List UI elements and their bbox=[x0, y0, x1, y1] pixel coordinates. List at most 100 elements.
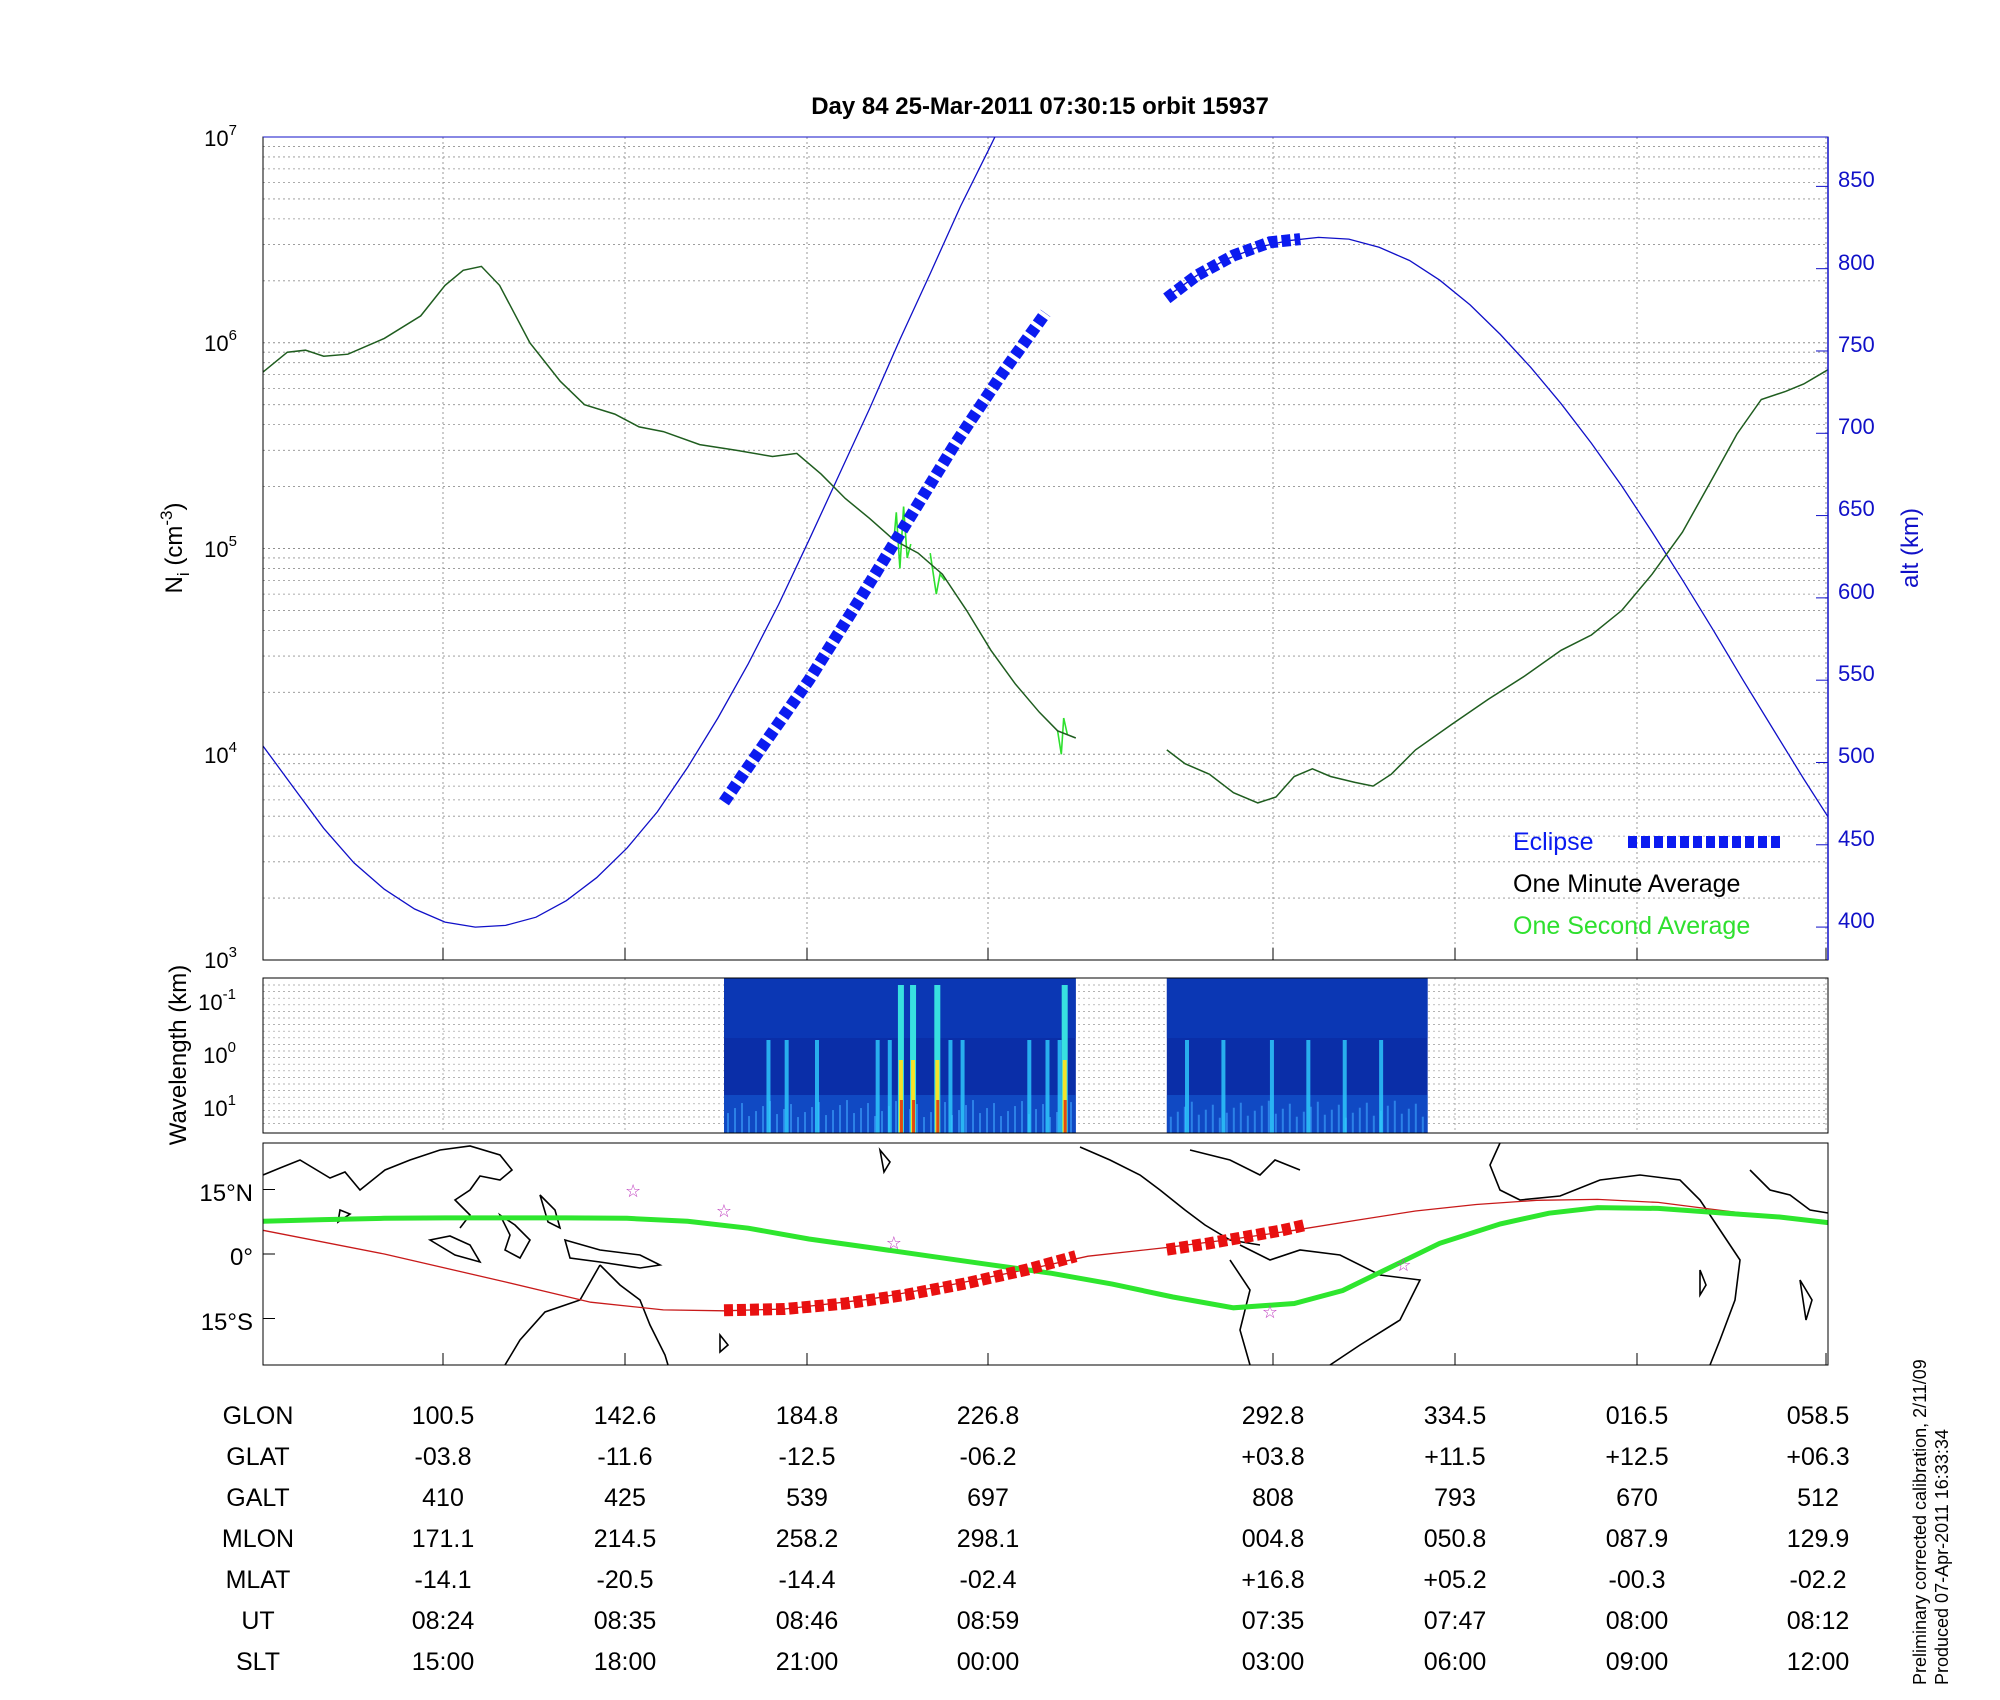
minute-average-line bbox=[1166, 369, 1828, 804]
altitude-tick-label: 700 bbox=[1838, 414, 1875, 439]
table-cell: 09:00 bbox=[1606, 1648, 1669, 1676]
production-note: Produced 07-Apr-2011 16:33:34 bbox=[1932, 1429, 1952, 1685]
altitude-tick-label: 800 bbox=[1838, 250, 1875, 275]
spectrogram-streak bbox=[846, 1100, 849, 1133]
spectrogram-bright-line bbox=[1063, 1100, 1067, 1133]
spectrogram-streak bbox=[1316, 1101, 1319, 1133]
spectrogram-streak bbox=[867, 1103, 870, 1133]
altitude-tick-label: 550 bbox=[1838, 661, 1875, 686]
spectrogram-streak bbox=[1169, 1116, 1172, 1133]
spectrogram-bright-line bbox=[899, 1100, 903, 1133]
table-cell: 058.5 bbox=[1787, 1402, 1850, 1430]
spectrogram-streak bbox=[1302, 1111, 1305, 1133]
wavelength-tick-label: 100 bbox=[203, 1039, 236, 1068]
spectrogram-streak bbox=[1204, 1109, 1207, 1133]
wavelength-axis-label: Wavelength (km) bbox=[165, 965, 192, 1146]
calibration-note: Preliminary corrected calibration, 2/11/… bbox=[1910, 1359, 1930, 1685]
table-cell: 425 bbox=[604, 1484, 646, 1512]
spectrogram-streak bbox=[1197, 1114, 1200, 1133]
table-cell: -06.2 bbox=[960, 1443, 1017, 1471]
spectrogram-streak bbox=[874, 1116, 877, 1133]
table-cell: 793 bbox=[1434, 1484, 1476, 1512]
table-row-label: SLT bbox=[236, 1648, 280, 1676]
table-cell: -20.5 bbox=[597, 1566, 654, 1594]
spectrogram-streak bbox=[948, 1040, 953, 1133]
density-tick-label: 103 bbox=[204, 944, 237, 973]
table-cell: 184.8 bbox=[776, 1402, 839, 1430]
spectrogram-streak bbox=[1246, 1115, 1249, 1133]
table-cell: 07:47 bbox=[1424, 1607, 1487, 1635]
spectrogram-streak bbox=[1021, 1101, 1024, 1133]
density-tick-labels: 103 104 105 106 107 bbox=[204, 122, 237, 973]
spectrogram-bright-line bbox=[1061, 985, 1068, 1133]
ground-track-map: ☆ ☆ ☆ ☆ ☆ 15°N 0° 15°S bbox=[199, 1142, 1829, 1366]
table-cell: 214.5 bbox=[594, 1525, 657, 1553]
map-data: ☆ ☆ ☆ ☆ ☆ bbox=[262, 1181, 1829, 1323]
spectrogram-bright-line bbox=[911, 1060, 916, 1133]
spectrogram-bright-line bbox=[1062, 1060, 1067, 1133]
spectrogram-streak bbox=[766, 1040, 771, 1133]
star-marker: ☆ bbox=[886, 1233, 902, 1254]
altitude-tick-label: 850 bbox=[1838, 167, 1875, 192]
spectrogram-streak bbox=[811, 1107, 814, 1133]
spectrogram-streak bbox=[1281, 1108, 1284, 1133]
spectrogram-streak bbox=[755, 1111, 758, 1133]
table-cell: 334.5 bbox=[1424, 1402, 1487, 1430]
spectrogram-streak bbox=[1042, 1104, 1045, 1133]
table-cell: +11.5 bbox=[1424, 1443, 1485, 1471]
altitude-axis-label: alt (km) bbox=[1897, 508, 1924, 588]
table-cell: 07:35 bbox=[1242, 1607, 1305, 1635]
altitude-line bbox=[1166, 236, 1828, 818]
spectrogram-streak bbox=[1365, 1102, 1368, 1133]
table-cell: -03.8 bbox=[415, 1443, 472, 1471]
spectrogram-streak bbox=[1351, 1112, 1354, 1133]
spectrogram-streak bbox=[875, 1040, 880, 1133]
spectrogram-streak bbox=[1056, 1112, 1059, 1133]
spectrogram-streak bbox=[839, 1105, 842, 1133]
star-marker: ☆ bbox=[625, 1181, 641, 1202]
map-eclipse-segment bbox=[723, 1250, 1078, 1317]
density-tick-label: 106 bbox=[204, 327, 237, 356]
table-cell: +12.5 bbox=[1605, 1443, 1668, 1471]
star-marker: ☆ bbox=[1395, 1255, 1411, 1276]
table-cell: -00.3 bbox=[1609, 1566, 1666, 1594]
spectrogram-streak bbox=[1323, 1114, 1326, 1133]
spectrogram-streak bbox=[1400, 1113, 1403, 1133]
ground-track-line bbox=[262, 1205, 1829, 1311]
spectrogram-streak bbox=[972, 1100, 975, 1133]
minute-average-line bbox=[263, 265, 1077, 739]
table-cell: -14.1 bbox=[415, 1566, 472, 1594]
spectrogram-streak bbox=[895, 1101, 898, 1133]
spectrogram-streak bbox=[1309, 1106, 1312, 1133]
spectrogram-bright-line bbox=[898, 1060, 903, 1133]
table-cell: 171.1 bbox=[412, 1525, 475, 1553]
table-cell: 129.9 bbox=[1787, 1525, 1850, 1553]
table-cell: 08:35 bbox=[594, 1607, 657, 1635]
star-marker: ☆ bbox=[716, 1201, 732, 1222]
spectrogram-streak bbox=[1267, 1100, 1270, 1133]
spectrogram-streak bbox=[1000, 1116, 1003, 1133]
wavelength-tick-label: 10-1 bbox=[198, 986, 236, 1015]
spectrogram-streak bbox=[1393, 1100, 1396, 1133]
spectrogram-streak bbox=[853, 1113, 856, 1133]
spectrogram-streak bbox=[734, 1108, 737, 1133]
table-cell: 142.6 bbox=[594, 1402, 657, 1430]
spectrogram-streak bbox=[1414, 1103, 1417, 1133]
table-cell: 292.8 bbox=[1242, 1402, 1305, 1430]
table-cell: 512 bbox=[1797, 1484, 1839, 1512]
spectrogram-streak bbox=[1218, 1117, 1221, 1133]
table-row-label: MLAT bbox=[226, 1566, 291, 1594]
star-marker: ☆ bbox=[1262, 1302, 1278, 1323]
density-axis-label: Ni (cm-3) bbox=[157, 503, 193, 594]
table-cell: 03:00 bbox=[1242, 1648, 1305, 1676]
legend: Eclipse One Minute Average One Second Av… bbox=[1513, 828, 1780, 940]
spectrogram-streak bbox=[741, 1103, 744, 1133]
spectrogram-streak bbox=[916, 1104, 919, 1133]
altitude-tick-label: 600 bbox=[1838, 579, 1875, 604]
table-cell: 298.1 bbox=[957, 1525, 1020, 1553]
spectrogram-streak bbox=[797, 1117, 800, 1133]
table-cell: +16.8 bbox=[1241, 1566, 1304, 1594]
map-grid bbox=[263, 1189, 1827, 1365]
spectrogram-streak bbox=[1014, 1106, 1017, 1133]
